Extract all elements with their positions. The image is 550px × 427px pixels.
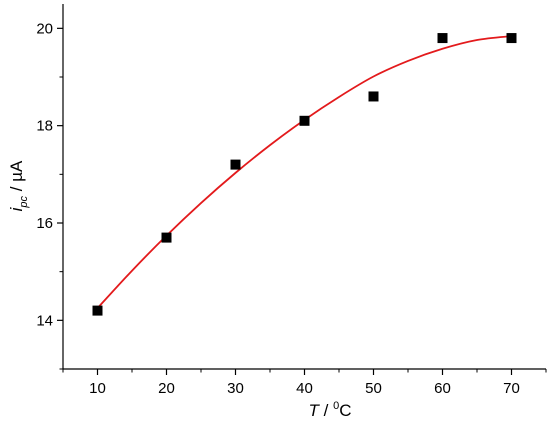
x-tick-label: 70 [503, 380, 520, 397]
y-axis-variable: i [7, 206, 26, 211]
data-point [368, 91, 379, 102]
x-axis-ticks: 10 20 30 40 50 60 70 [62, 369, 547, 397]
x-tick-label: 20 [158, 380, 175, 397]
y-axis-separator: / [7, 182, 26, 196]
x-axis-separator: / [319, 401, 333, 420]
data-point [230, 159, 241, 170]
x-axis-unit: C [339, 401, 351, 420]
x-tick-label: 30 [227, 380, 244, 397]
y-axis-title: ipc / µA [7, 160, 30, 211]
y-tick-label: 20 [36, 20, 53, 37]
x-tick-label: 10 [89, 380, 106, 397]
x-tick-label: 50 [365, 380, 382, 397]
fit-curve [96, 35, 512, 309]
y-tick-label: 14 [36, 312, 53, 329]
y-axis-unit: µA [7, 160, 26, 182]
plot-area: 10 20 30 40 50 60 70 14 16 18 20 [36, 4, 547, 397]
x-axis-title: T / 0C [309, 400, 352, 420]
data-point [161, 232, 172, 243]
data-points [92, 33, 517, 316]
x-tick-label: 40 [296, 380, 313, 397]
y-tick-label: 18 [36, 118, 53, 135]
data-point [92, 305, 103, 316]
data-point [299, 115, 310, 126]
y-axis-ticks: 14 16 18 20 [36, 20, 63, 370]
y-tick-label: 16 [36, 215, 53, 232]
data-point [506, 33, 517, 44]
x-axis-degree-superscript: 0 [333, 400, 339, 412]
x-axis-variable: T [309, 401, 321, 420]
data-point [437, 33, 448, 44]
x-tick-label: 60 [434, 380, 451, 397]
y-axis-subscript: pc [18, 195, 30, 208]
